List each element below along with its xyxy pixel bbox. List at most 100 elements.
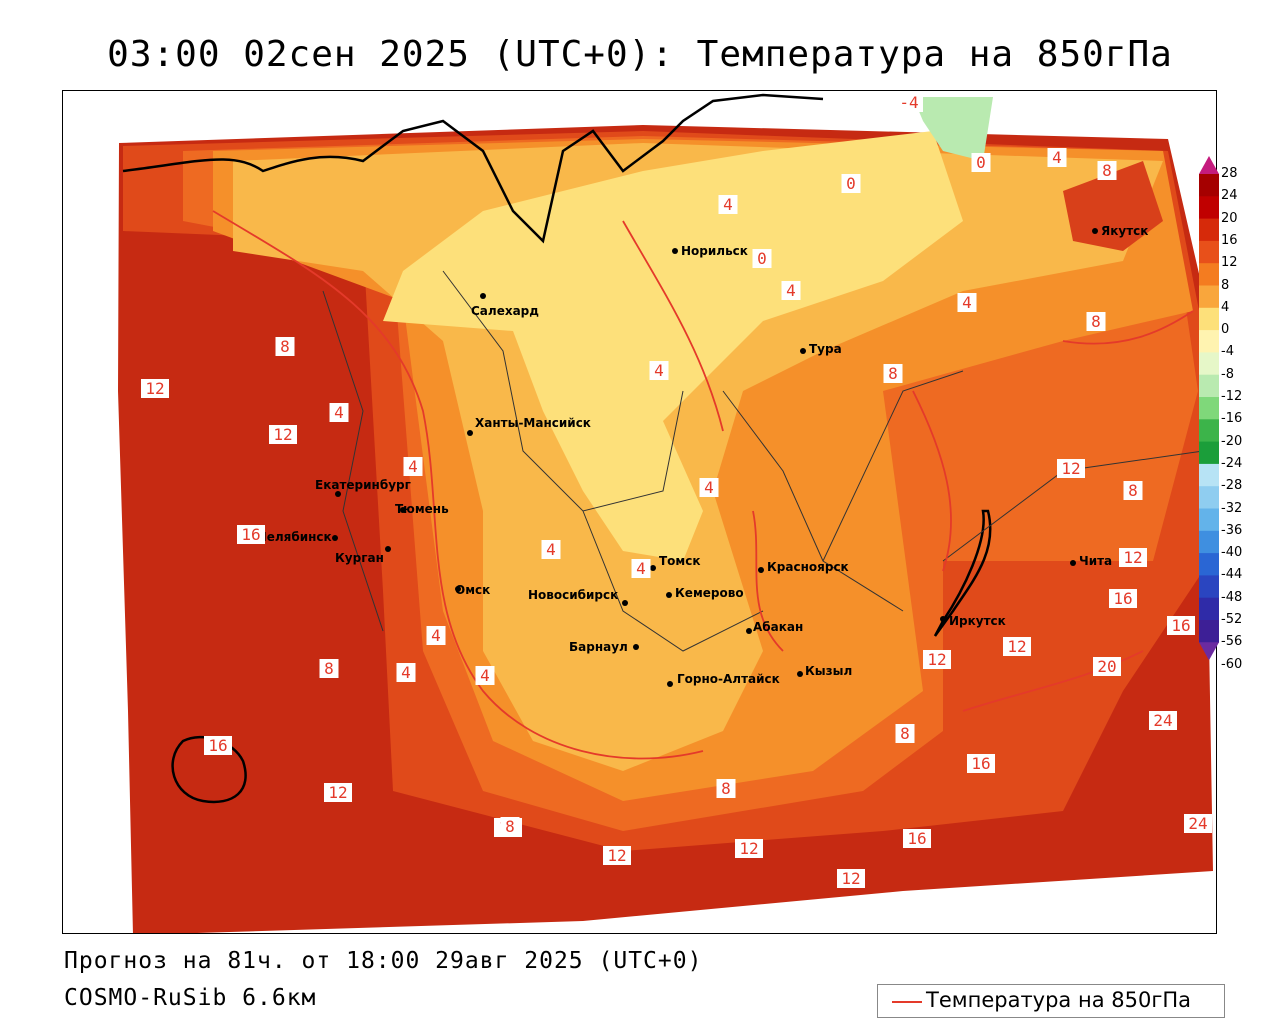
svg-text:Абакан: Абакан <box>753 620 803 634</box>
isotherm-label: 8 <box>895 724 915 743</box>
svg-text:8: 8 <box>1102 161 1112 180</box>
svg-text:12: 12 <box>328 783 347 802</box>
isotherm-label: 0 <box>841 174 861 193</box>
colorbar-cell <box>1199 240 1219 264</box>
model-name: COSMO-RuSib 6.6км <box>64 985 317 1011</box>
isotherm-label: 4 <box>631 559 651 578</box>
colorbar-tick-label: -32 <box>1221 500 1243 516</box>
city-novosibirsk: Новосибирск <box>528 588 628 606</box>
city-barnaul: Барнаул <box>569 640 639 654</box>
city-irkutsk: Иркутск <box>940 614 1006 628</box>
colorbar-tick-label: -60 <box>1221 656 1243 672</box>
svg-text:8: 8 <box>1091 312 1101 331</box>
city-chita: Чита <box>1070 554 1112 568</box>
isotherm-label: 12 <box>1057 459 1085 478</box>
city-kurgan: Курган <box>335 546 391 565</box>
isotherm-label: 12 <box>603 846 631 865</box>
colorbar-cell <box>1199 196 1219 220</box>
isotherm-label: 4 <box>396 663 416 682</box>
colorbar-cell <box>1199 397 1219 420</box>
colorbar-tick-label: 28 <box>1221 166 1238 181</box>
colorbar <box>1199 156 1219 661</box>
svg-text:12: 12 <box>273 425 292 444</box>
city-krasnoyarsk: Красноярск <box>758 560 849 574</box>
svg-text:4: 4 <box>480 666 490 685</box>
colorbar-cell <box>1199 263 1219 286</box>
colorbar-tick-label: 16 <box>1221 232 1238 248</box>
svg-text:Норильск: Норильск <box>681 244 748 258</box>
isotherm-label: 16 <box>1109 589 1137 608</box>
svg-text:24: 24 <box>1188 814 1207 833</box>
svg-text:8: 8 <box>1128 481 1138 500</box>
svg-text:12: 12 <box>145 379 164 398</box>
legend-label: Температура на 850гПа <box>926 988 1192 1012</box>
isotherm-label: 12 <box>1003 637 1031 656</box>
isotherm-label: 4 <box>1047 148 1067 167</box>
isotherm-label: 4 <box>403 457 423 476</box>
isotherm-label: 12 <box>1119 548 1147 567</box>
svg-text:Тура: Тура <box>809 342 842 356</box>
isotherm-label: 12 <box>837 869 865 888</box>
colorbar-tick-label: -20 <box>1221 433 1243 449</box>
isotherm-label: 16 <box>967 754 995 773</box>
svg-text:Иркутск: Иркутск <box>949 614 1006 628</box>
svg-text:Кемерово: Кемерово <box>675 586 744 600</box>
isotherm-label: 4 <box>957 293 977 312</box>
isotherm-label: 16 <box>237 525 265 544</box>
colorbar-cell <box>1199 463 1219 487</box>
colorbar-cell <box>1199 553 1219 576</box>
isotherm-label: 4 <box>426 626 446 645</box>
region-borders <box>322 270 1204 652</box>
colorbar-tick-label: -56 <box>1221 634 1243 650</box>
city-ekaterinburg: Екатеринбург <box>315 478 411 497</box>
zone-0 <box>383 131 963 561</box>
svg-text:16: 16 <box>971 754 990 773</box>
isotherm-label: 4 <box>699 478 719 497</box>
svg-text:Салехард: Салехард <box>471 304 539 318</box>
svg-text:Красноярск: Красноярск <box>767 560 849 574</box>
colorbar-cell <box>1199 486 1219 509</box>
svg-text:0: 0 <box>846 174 856 193</box>
isotherm-label: 24 <box>1149 711 1177 730</box>
isotherm-label: 12 <box>269 425 297 444</box>
city-kemerovo: Кемерово <box>666 586 744 600</box>
svg-text:4: 4 <box>408 457 418 476</box>
colorbar-top-arrow <box>1199 156 1219 174</box>
svg-text:Горно-Алтайск: Горно-Алтайск <box>677 672 780 686</box>
city-norilsk: Норильск <box>672 244 748 258</box>
isotherm-label: 4 <box>541 540 561 559</box>
colorbar-tick-label: -8 <box>1221 366 1234 382</box>
svg-text:4: 4 <box>334 403 344 422</box>
map-title: 03:00 02сен 2025 (UTC+0): Температура на… <box>107 34 1173 75</box>
isotherm-label: 16 <box>903 829 931 848</box>
isotherm-label: 4 <box>718 195 738 214</box>
isotherm-label: 8 <box>319 659 339 678</box>
isotherm-label: 8 <box>500 817 520 836</box>
city-tura: Тура <box>800 342 842 356</box>
svg-text:0: 0 <box>757 249 767 268</box>
svg-text:4: 4 <box>546 540 556 559</box>
colorbar-cell <box>1199 575 1219 599</box>
colorbar-cell <box>1199 508 1219 532</box>
svg-text:4: 4 <box>431 626 441 645</box>
svg-text:4: 4 <box>401 663 411 682</box>
isotherm-label: 12 <box>324 783 352 802</box>
colorbar-tick-label: -4 <box>1221 344 1234 360</box>
isotherm-label: 16 <box>1167 616 1195 635</box>
colorbar-tick-label: -44 <box>1221 567 1243 583</box>
zone-yakutsk-warm <box>1063 161 1163 251</box>
svg-text:Томск: Томск <box>659 554 701 568</box>
isotherm-label: 8 <box>1086 312 1106 331</box>
colorbar-cell <box>1199 307 1219 331</box>
colorbar-tick-label: 0 <box>1221 322 1230 338</box>
isotherm-label: 8 <box>1097 161 1117 180</box>
svg-text:12: 12 <box>1007 637 1026 656</box>
svg-text:16: 16 <box>1113 589 1132 608</box>
svg-text:4: 4 <box>962 293 972 312</box>
colorbar-cell <box>1199 285 1219 309</box>
colorbar-cell <box>1199 218 1219 242</box>
svg-text:16: 16 <box>1171 616 1190 635</box>
svg-text:8: 8 <box>888 364 898 383</box>
city-khanty-mansiysk: Ханты-Мансийск <box>467 416 591 436</box>
